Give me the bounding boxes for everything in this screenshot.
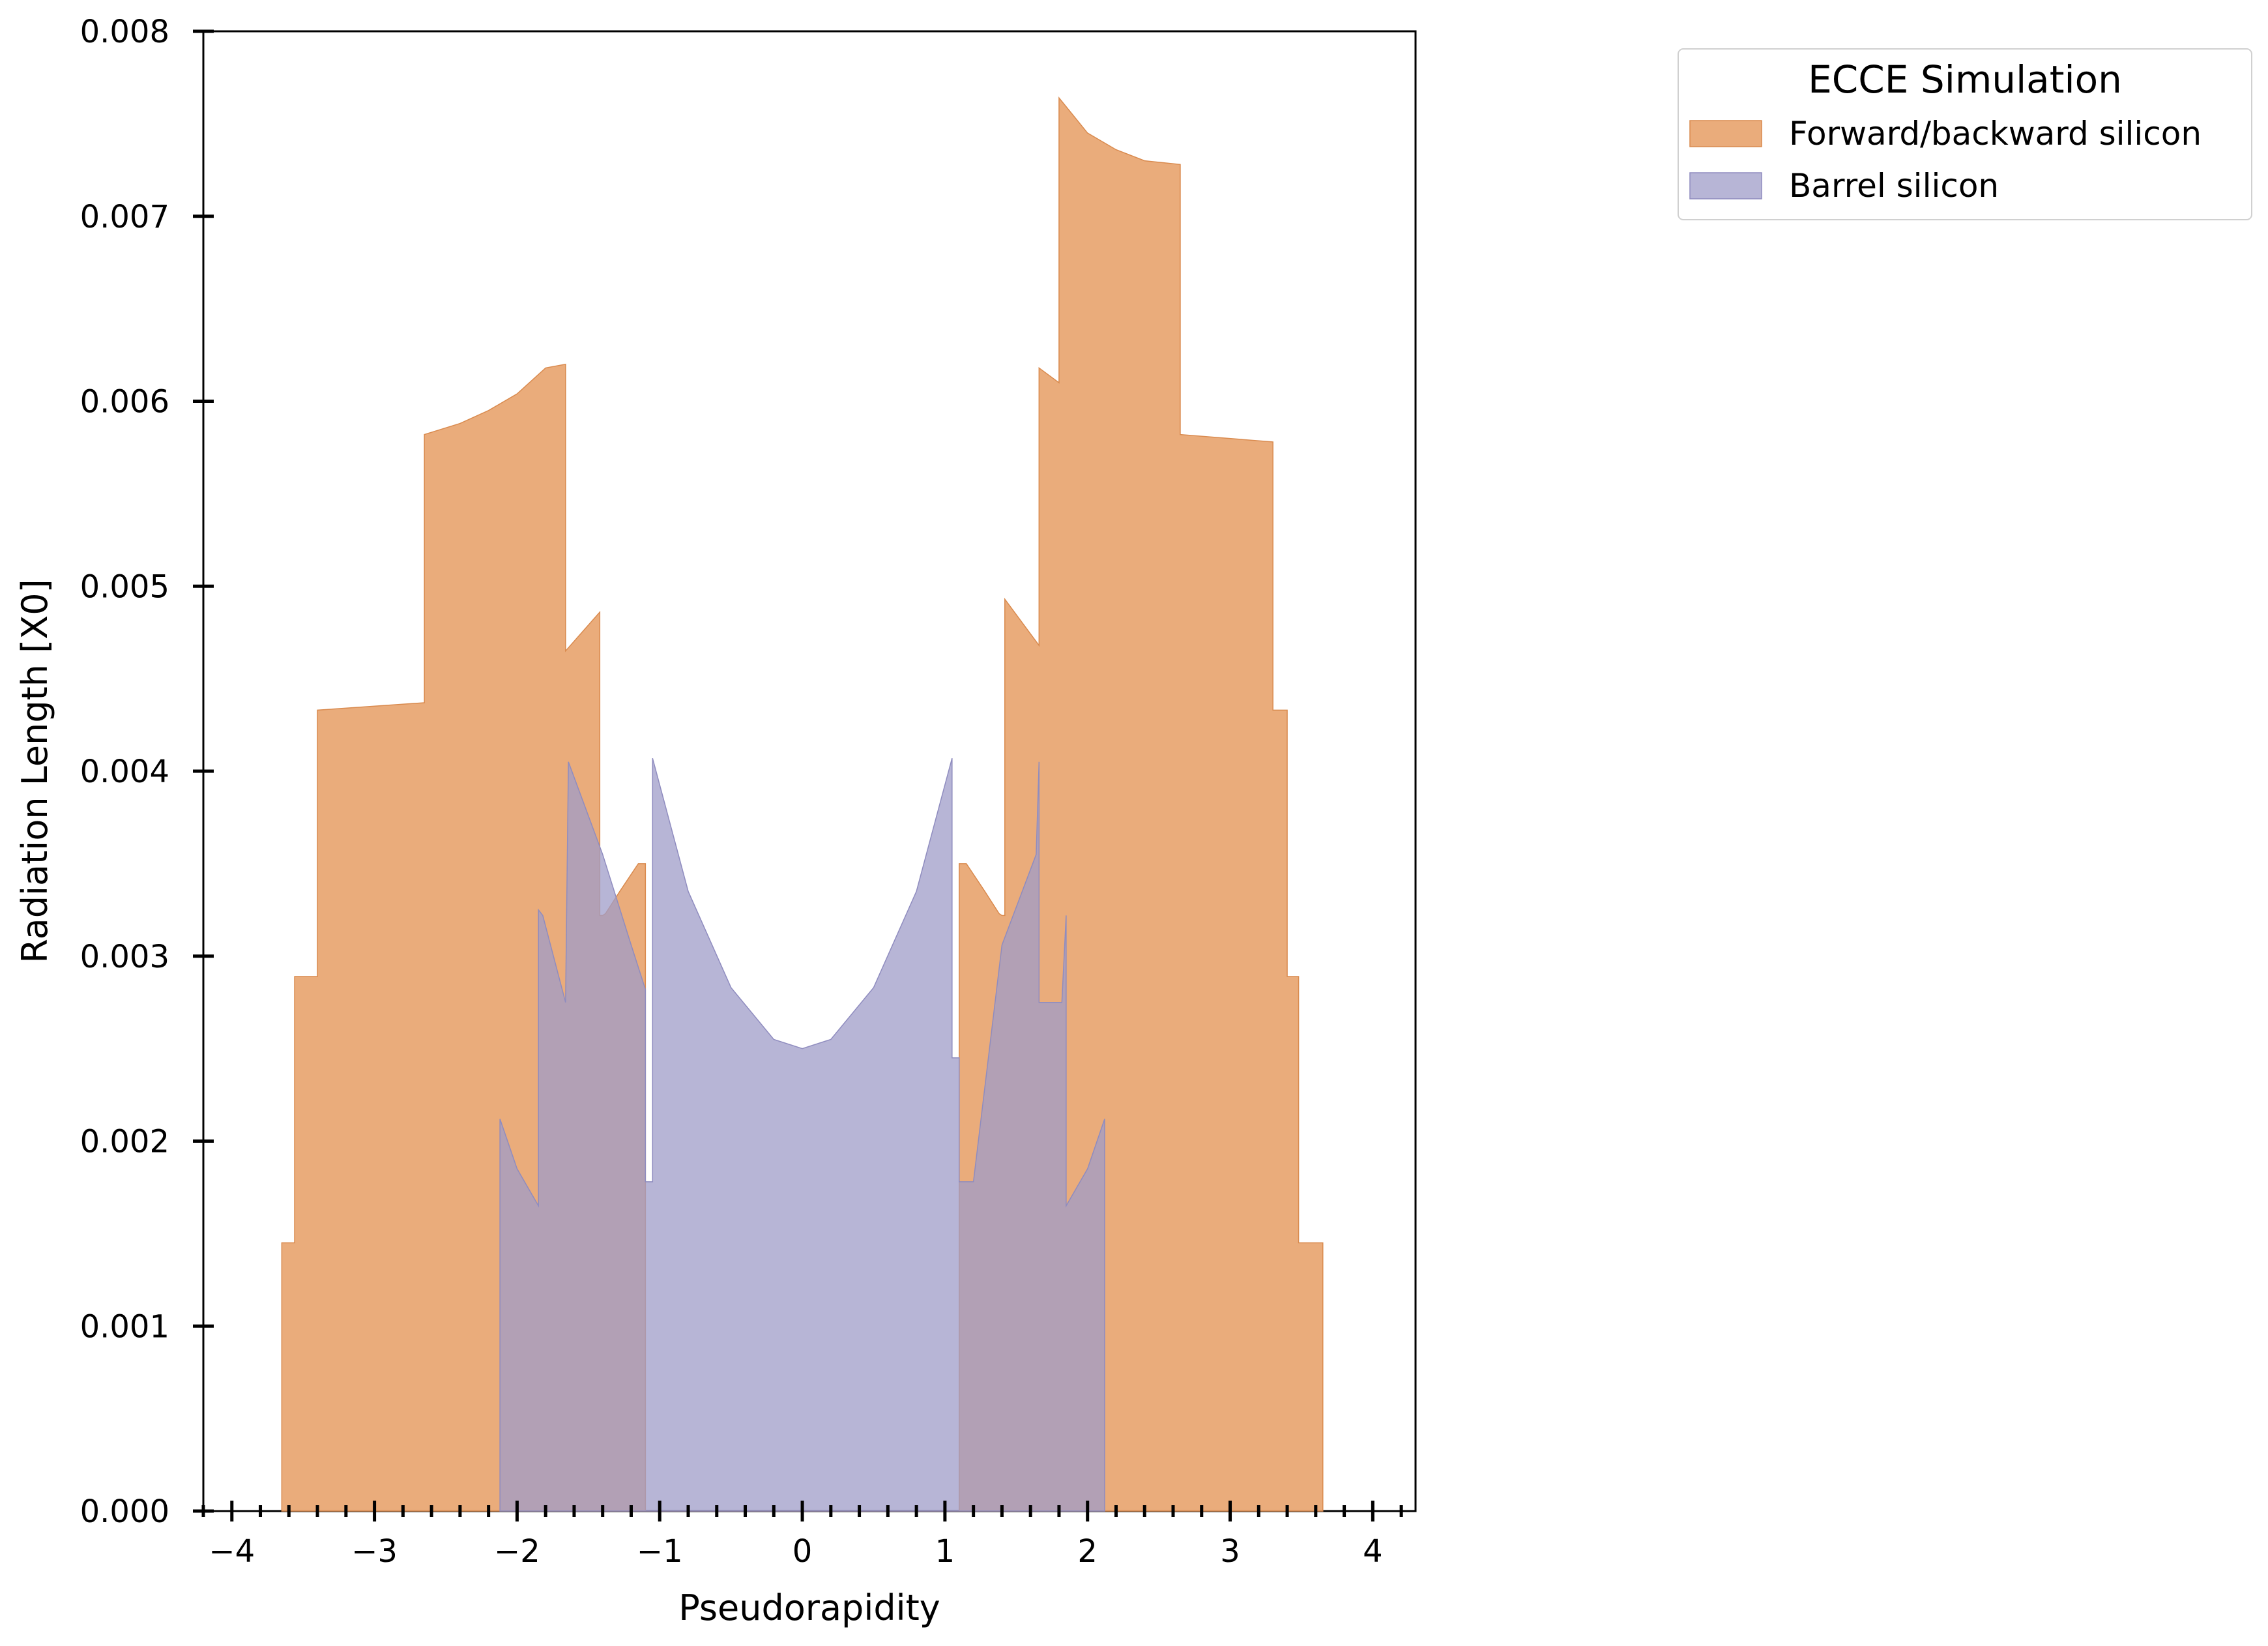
x-tick-label: 0: [792, 1533, 813, 1570]
x-tick-label: −1: [637, 1533, 683, 1570]
x-axis: −4 −3 −2 −1 0 1 2 3 4: [201, 1501, 1403, 1570]
legend-label-0: Forward/backward silicon: [1789, 115, 2202, 153]
x-tick-label: 1: [935, 1533, 955, 1570]
x-tick-label: 4: [1363, 1533, 1383, 1570]
x-tick-label: −2: [494, 1533, 540, 1570]
series-area-1: [499, 757, 1105, 1512]
x-tick-label: 2: [1077, 1533, 1098, 1570]
x-axis-title: Pseudorapidity: [678, 1587, 940, 1628]
y-tick-label: 0.008: [80, 14, 169, 50]
y-tick-label: 0.007: [80, 199, 169, 235]
x-tick-label: −4: [209, 1533, 255, 1570]
y-tick-label: 0.002: [80, 1124, 169, 1160]
legend-swatch-1: [1689, 172, 1762, 199]
legend-title: ECCE Simulation: [1808, 57, 2122, 102]
legend: ECCE Simulation Forward/backward silicon…: [1678, 48, 2252, 220]
y-tick-label: 0.000: [80, 1493, 169, 1530]
y-tick-label: 0.004: [80, 754, 169, 790]
y-tick-label: 0.006: [80, 384, 169, 420]
x-tick-label: 3: [1220, 1533, 1240, 1570]
y-axis-title: Radiation Length [X0]: [14, 579, 55, 963]
y-tick-label: 0.001: [80, 1308, 169, 1345]
y-tick-label: 0.005: [80, 568, 169, 605]
series-layer: [281, 96, 1324, 1512]
legend-label-1: Barrel silicon: [1789, 167, 1999, 205]
x-tick-label: −3: [351, 1533, 398, 1570]
legend-swatch-0: [1689, 120, 1762, 147]
y-tick-label: 0.003: [80, 939, 169, 975]
legend-frame: [1678, 48, 2252, 220]
y-axis: 0.000 0.001 0.002 0.003 0.004 0.005 0.006 0.007…: [80, 14, 214, 1530]
